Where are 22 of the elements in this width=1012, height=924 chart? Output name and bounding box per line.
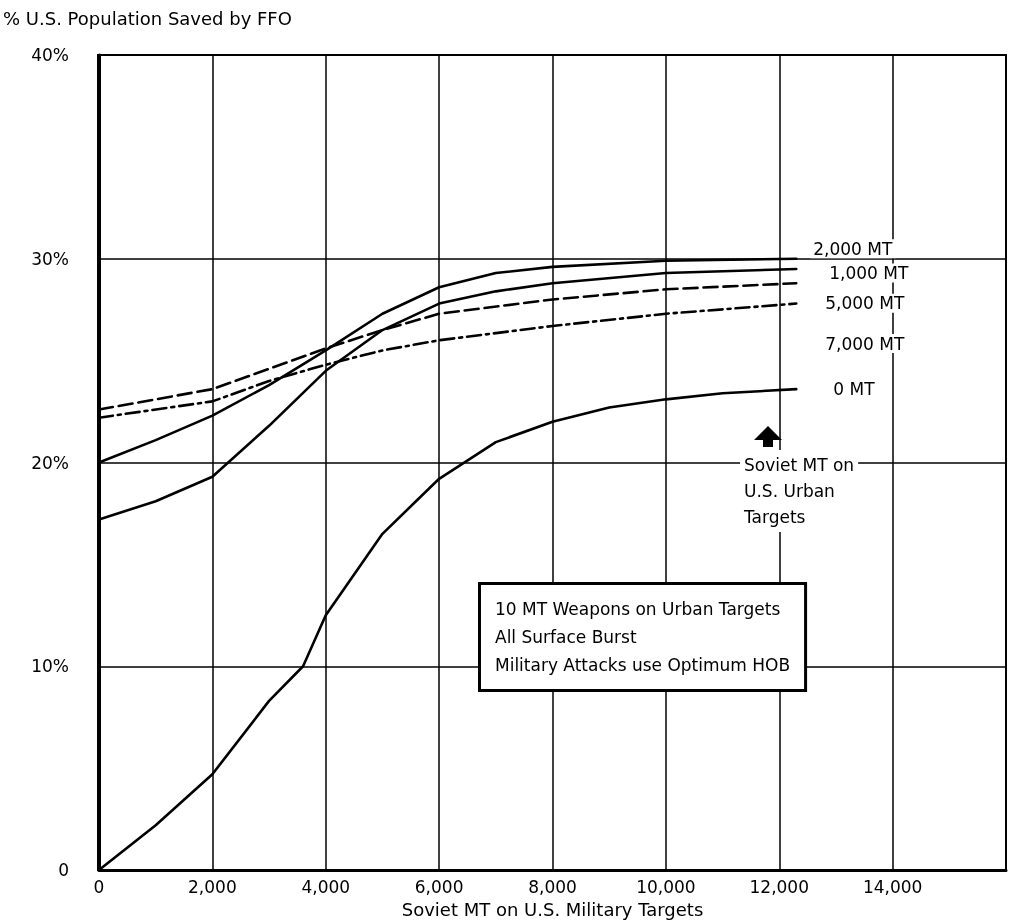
y-tick-label: 40%: [31, 45, 69, 65]
text: 7,000 MT: [825, 333, 905, 354]
y-tick-label: 30%: [31, 248, 69, 269]
text: 0 MT: [833, 379, 876, 400]
y-tick-label: 0: [58, 860, 69, 880]
x-axis-title: Soviet MT on U.S. Military Targets: [401, 898, 704, 920]
y-axis-title: % U.S. Population Saved by FFO: [3, 7, 292, 29]
y-tick-label: 20%: [31, 452, 69, 473]
x-tick-label: 4,000: [301, 876, 351, 897]
annotation: Soviet MT on U.S. Urban Targets: [743, 455, 855, 527]
x-tick-label: 6,000: [414, 876, 464, 897]
x-tick-label: 14,000: [862, 876, 923, 897]
series-label: 5,000 MT: [825, 293, 905, 314]
x-tick-label: 8,000: [528, 876, 577, 897]
y-tick-label: 10%: [31, 656, 69, 677]
series-label: 2,000 MT: [813, 238, 893, 259]
x-tick-label: 10,000: [636, 876, 696, 897]
x-tick-label: 0: [93, 876, 105, 897]
x-tick-label: 2,000: [188, 876, 237, 897]
x-tick-label: 12,000: [749, 876, 809, 897]
annotation: 10 MT Weapons on Urban Targets All Surface Burst Military Attacks use Optimum HOB: [495, 599, 791, 675]
series-label: 1,000 MT: [829, 262, 909, 283]
